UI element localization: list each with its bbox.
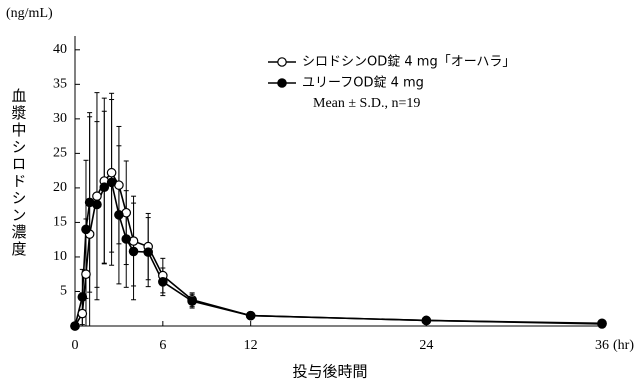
legend-marker	[277, 78, 287, 88]
data-point	[77, 292, 88, 302]
data-point	[92, 191, 102, 201]
y-tick-label: 5	[60, 284, 67, 299]
x-unit-label: (hr)	[613, 338, 634, 353]
legend-marker	[277, 57, 287, 67]
x-tick-label: 36	[595, 338, 609, 353]
data-point	[70, 321, 80, 331]
series-line	[74, 181, 603, 327]
legend-label: シロドシンOD錠 4 mg「オーハラ」	[302, 55, 515, 70]
data-point	[92, 199, 102, 210]
data-point	[106, 167, 117, 178]
y-tick-label: 20	[53, 180, 67, 195]
data-point	[597, 318, 607, 329]
y-tick-label: 35	[53, 77, 67, 92]
y-tick-label: 15	[53, 215, 67, 230]
data-point	[106, 177, 117, 188]
data-point	[245, 310, 256, 321]
data-point	[421, 315, 432, 326]
data-point	[81, 269, 91, 280]
x-tick-label: 6	[159, 338, 166, 353]
x-tick-label: 12	[244, 338, 258, 353]
data-point	[114, 210, 124, 220]
data-point	[187, 296, 197, 306]
y-tick-label: 30	[53, 111, 67, 126]
x-tick-label: 0	[72, 338, 79, 353]
data-point	[158, 277, 168, 287]
y-tick-label: 25	[53, 146, 67, 161]
data-point	[128, 246, 139, 257]
x-axis-label: 投与後時間	[292, 363, 367, 381]
x-tick-label: 24	[419, 338, 433, 353]
legend-label: ユリーフOD錠 4 mg	[302, 76, 424, 91]
y-tick-label: 10	[53, 249, 67, 264]
data-point	[77, 308, 88, 319]
annotation: Mean ± S.D., n=19	[313, 96, 420, 111]
series-line	[74, 171, 603, 327]
data-point	[143, 247, 153, 257]
y-unit-label: (ng/mL)	[6, 6, 53, 21]
y-axis-label: 血漿中シロドシン濃度	[10, 88, 28, 258]
y-tick-label: 40	[53, 42, 67, 57]
data-point	[81, 224, 91, 235]
data-point	[99, 182, 110, 193]
data-point	[121, 234, 132, 244]
